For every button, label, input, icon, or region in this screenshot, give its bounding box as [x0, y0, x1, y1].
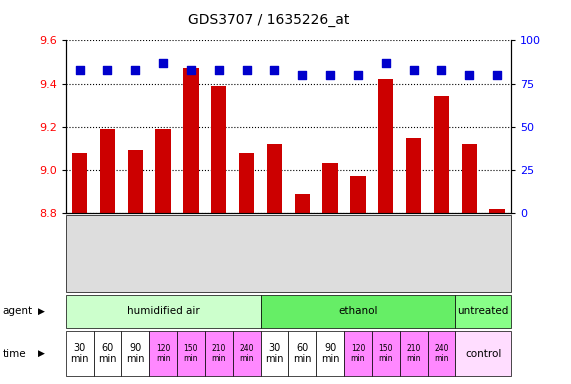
- Bar: [72, 152, 87, 213]
- Bar: [183, 68, 199, 213]
- Point: [437, 67, 446, 73]
- Bar: [406, 137, 421, 213]
- Bar: [239, 152, 254, 213]
- Text: GDS3707 / 1635226_at: GDS3707 / 1635226_at: [188, 13, 349, 27]
- Text: 240
min: 240 min: [434, 344, 449, 363]
- Point: [159, 60, 168, 66]
- Text: 60
min: 60 min: [293, 343, 312, 364]
- Text: 60
min: 60 min: [98, 343, 116, 364]
- Point: [381, 60, 391, 66]
- Text: 90
min: 90 min: [321, 343, 339, 364]
- Text: control: control: [465, 349, 501, 359]
- Bar: [155, 129, 171, 213]
- Bar: [461, 144, 477, 213]
- Bar: [211, 86, 227, 213]
- Point: [242, 67, 251, 73]
- Text: untreated: untreated: [457, 306, 509, 316]
- Point: [214, 67, 223, 73]
- Bar: [295, 194, 310, 213]
- Bar: [100, 129, 115, 213]
- Text: 150
min: 150 min: [379, 344, 393, 363]
- Bar: [267, 144, 282, 213]
- Text: 150
min: 150 min: [184, 344, 198, 363]
- Text: 240
min: 240 min: [239, 344, 254, 363]
- Point: [270, 67, 279, 73]
- Point: [353, 72, 363, 78]
- Bar: [350, 176, 365, 213]
- Point: [131, 67, 140, 73]
- Text: 30
min: 30 min: [70, 343, 89, 364]
- Point: [103, 67, 112, 73]
- Text: time: time: [3, 349, 26, 359]
- Text: 120
min: 120 min: [156, 344, 170, 363]
- Text: 30
min: 30 min: [265, 343, 284, 364]
- Point: [409, 67, 418, 73]
- Point: [186, 67, 195, 73]
- Point: [75, 67, 84, 73]
- Text: 90
min: 90 min: [126, 343, 144, 364]
- Point: [465, 72, 474, 78]
- Point: [493, 72, 502, 78]
- Text: ▶: ▶: [38, 349, 45, 358]
- Text: humidified air: humidified air: [127, 306, 199, 316]
- Text: ethanol: ethanol: [338, 306, 377, 316]
- Point: [297, 72, 307, 78]
- Text: 210
min: 210 min: [211, 344, 226, 363]
- Bar: [434, 96, 449, 213]
- Point: [325, 72, 335, 78]
- Bar: [323, 164, 338, 213]
- Bar: [489, 209, 505, 213]
- Text: agent: agent: [3, 306, 33, 316]
- Bar: [127, 151, 143, 213]
- Text: ▶: ▶: [38, 307, 45, 316]
- Bar: [378, 79, 393, 213]
- Text: 120
min: 120 min: [351, 344, 365, 363]
- Text: 210
min: 210 min: [407, 344, 421, 363]
